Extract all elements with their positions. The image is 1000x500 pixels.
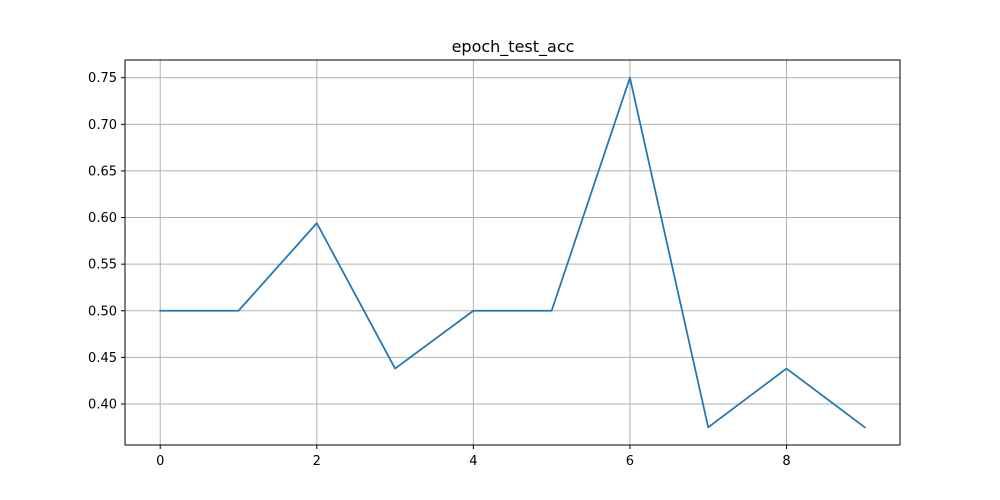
x-tick-label: 4 <box>469 454 477 469</box>
y-tick-label: 0.50 <box>88 304 117 319</box>
series-line <box>159 76 866 429</box>
y-tick-label: 0.70 <box>88 118 117 133</box>
chart-title: epoch_test_acc <box>452 37 575 57</box>
x-tick-label: 6 <box>626 454 634 469</box>
series-layer <box>159 76 866 429</box>
x-tick-label: 0 <box>156 454 164 469</box>
y-tick-label: 0.75 <box>88 71 117 86</box>
y-tick-label: 0.40 <box>88 397 117 412</box>
x-tick-label: 2 <box>313 454 321 469</box>
y-tick-label: 0.60 <box>88 211 117 226</box>
y-tick-label: 0.45 <box>88 351 117 366</box>
x-tick-label: 8 <box>782 454 790 469</box>
axes: 0 2 4 6 8 0.40 0.45 0.50 0.55 0.60 0.65 0.70 0.75 <box>88 59 901 469</box>
plot-frame <box>124 59 901 446</box>
grid <box>125 60 900 445</box>
y-tick-label: 0.55 <box>88 258 117 273</box>
y-tick-label: 0.65 <box>88 164 117 179</box>
